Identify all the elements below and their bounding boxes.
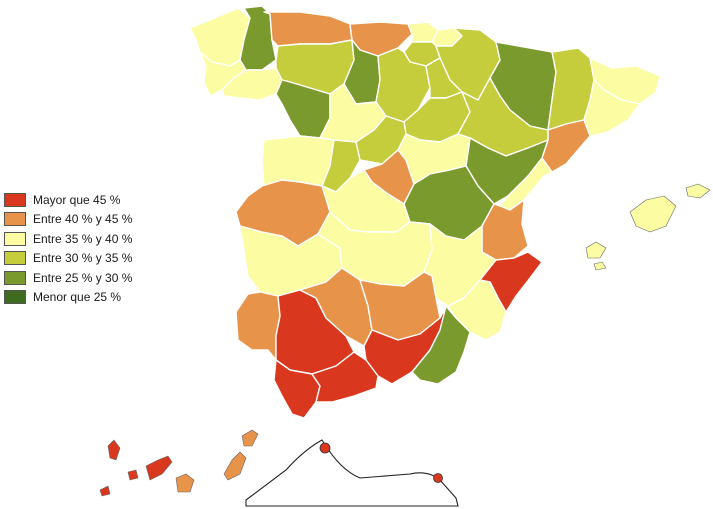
region-malaga [311,351,379,403]
legend: Mayor que 45 % Entre 40 % y 45 % Entre 3… [4,190,164,307]
north-africa-coast-outline [245,439,459,507]
region-lanzarote [241,429,259,447]
region-tenerife [145,455,173,481]
region-la-gomera [127,469,139,481]
region-jaen [359,271,441,341]
legend-item: Entre 25 % y 30 % [4,268,164,288]
legend-label: Entre 40 % y 45 % [33,212,133,227]
legend-item: Entre 40 % y 45 % [4,210,164,230]
legend-label: Entre 35 % y 40 % [33,231,133,246]
region-ceuta [319,442,331,454]
legend-label: Menor que 25 % [33,290,122,305]
legend-swatch [4,251,26,266]
legend-label: Mayor que 45 % [33,192,121,207]
legend-swatch [4,212,26,227]
region-la-palma [107,439,121,461]
region-ibiza [585,241,607,259]
legend-swatch [4,231,26,246]
region-barcelona [583,79,641,137]
region-melilla [433,473,443,483]
legend-item: Entre 30 % y 35 % [4,249,164,269]
legend-swatch [4,290,26,305]
legend-swatch [4,192,26,207]
region-salamanca [261,135,335,187]
legend-label: Entre 25 % y 30 % [33,270,133,285]
region-cadiz [273,359,321,419]
region-huelva [235,291,281,361]
region-fuerteventura [223,451,247,481]
region-gran-canaria [175,473,195,493]
legend-item: Entre 35 % y 40 % [4,229,164,249]
region-almeria [411,305,471,385]
region-mallorca [629,195,677,233]
region-menorca [685,183,711,199]
region-asturias [263,11,353,47]
region-formentera [593,261,607,271]
legend-label: Entre 30 % y 35 % [33,251,133,266]
region-burgos [375,47,431,123]
legend-swatch [4,270,26,285]
region-el-hierro [99,485,111,497]
legend-item: Menor que 25 % [4,288,164,308]
legend-item: Mayor que 45 % [4,190,164,210]
